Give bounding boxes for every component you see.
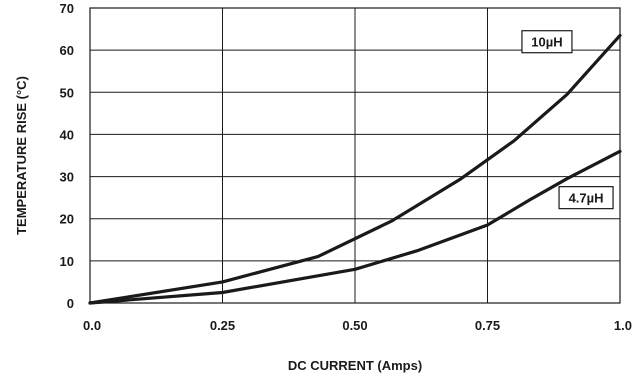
- y-tick-labels: 0 10 20 30 40 50 60 70: [60, 1, 74, 311]
- series-label-text: 10µH: [531, 35, 562, 50]
- x-tick-label: 0.75: [475, 318, 500, 333]
- y-tick-label: 0: [67, 296, 74, 311]
- series-layer: [88, 33, 622, 305]
- series-label-box: [558, 186, 614, 210]
- y-axis-title: TEMPERATURE RISE (°C): [14, 76, 29, 235]
- x-tick-label: 0.0: [83, 318, 101, 333]
- grid-lines: [90, 8, 620, 303]
- series-labels: 10µH 4.7µH: [521, 30, 614, 210]
- x-tick-label: 0.50: [342, 318, 367, 333]
- x-tick-labels: 0.0 0.25 0.50 0.75 1.0: [83, 318, 632, 333]
- y-tick-label: 40: [60, 127, 74, 142]
- x-tick-label: 0.25: [210, 318, 235, 333]
- y-tick-label: 50: [60, 85, 74, 100]
- y-tick-label: 60: [60, 43, 74, 58]
- y-tick-label: 30: [60, 170, 74, 185]
- x-axis-title: DC CURRENT (Amps): [288, 358, 422, 373]
- y-tick-label: 10: [60, 254, 74, 269]
- y-tick-label: 70: [60, 1, 74, 16]
- x-tick-label: 1.0: [614, 318, 632, 333]
- series-label-1: 4.7µH: [558, 186, 614, 210]
- series-label-0: 10µH: [521, 30, 573, 54]
- series-line-0: [88, 33, 622, 305]
- series-line-1: [88, 149, 622, 305]
- y-tick-label: 20: [60, 212, 74, 227]
- series-label-text: 4.7µH: [569, 191, 604, 206]
- plot-frame: [89, 7, 621, 304]
- series-label-box: [521, 30, 573, 54]
